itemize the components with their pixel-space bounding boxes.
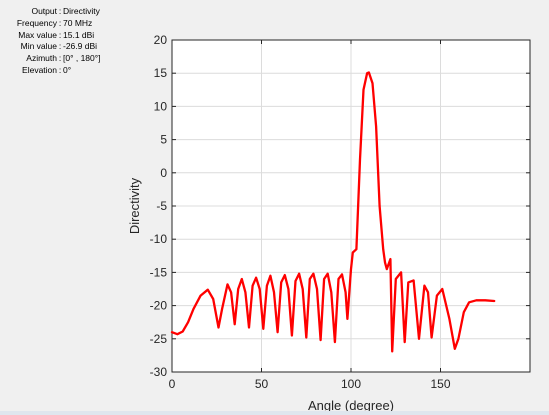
info-separator: : bbox=[58, 64, 62, 75]
y-tick-label: -10 bbox=[150, 232, 168, 246]
x-tick-label: 0 bbox=[169, 377, 176, 391]
info-key: Elevation bbox=[22, 64, 57, 75]
y-tick-label: -30 bbox=[150, 365, 168, 379]
info-row: Azimuth: [0° , 180°] bbox=[0, 53, 101, 65]
window-bottom-edge bbox=[0, 411, 549, 415]
info-row: Frequency:70 MHz bbox=[0, 18, 101, 30]
y-tick-label: -5 bbox=[156, 199, 167, 213]
info-row: Min value: -26.9 dBi bbox=[0, 41, 101, 53]
info-value: 15.1 dBi bbox=[63, 29, 95, 40]
info-panel: Output: Directivity Frequency:70 MHz Max va… bbox=[0, 6, 101, 77]
y-tick-label: -25 bbox=[150, 332, 168, 346]
y-tick-label: 10 bbox=[154, 99, 168, 113]
info-value: 0° bbox=[63, 64, 72, 75]
info-key: Output bbox=[31, 6, 57, 16]
info-separator: : bbox=[58, 17, 62, 28]
info-separator: : bbox=[58, 29, 62, 40]
x-tick-label: 150 bbox=[430, 377, 450, 391]
directivity-line bbox=[170, 71, 496, 353]
info-value: 70 MHz bbox=[63, 17, 93, 28]
info-row: Output: Directivity bbox=[0, 6, 101, 18]
info-key: Azimuth bbox=[26, 53, 57, 64]
y-tick-label: 15 bbox=[154, 66, 168, 80]
info-value: -26.9 dBi bbox=[63, 41, 98, 52]
x-axis-label: Angle (degree) bbox=[308, 398, 394, 413]
x-tick-label: 50 bbox=[255, 377, 269, 391]
info-separator: : bbox=[58, 53, 62, 64]
info-key: Frequency bbox=[16, 17, 57, 28]
y-tick-label: -15 bbox=[150, 265, 168, 279]
info-separator: : bbox=[58, 6, 62, 16]
y-axis-label: Directivity bbox=[127, 177, 142, 234]
y-tick-label: 20 bbox=[154, 33, 168, 47]
info-value: [0° , 180°] bbox=[63, 53, 101, 64]
info-separator: : bbox=[58, 41, 62, 52]
info-key: Min value bbox=[20, 41, 57, 52]
y-tick-label: 0 bbox=[160, 166, 167, 180]
info-key: Max value bbox=[18, 29, 57, 40]
info-row: Elevation:0° bbox=[0, 65, 101, 77]
plot-frame bbox=[171, 39, 531, 373]
info-row: Max value:15.1 dBi bbox=[0, 30, 101, 42]
info-value: Directivity bbox=[63, 6, 100, 16]
x-tick-label: 100 bbox=[341, 377, 361, 391]
y-tick-label: 5 bbox=[160, 133, 167, 147]
y-tick-label: -20 bbox=[150, 299, 168, 313]
